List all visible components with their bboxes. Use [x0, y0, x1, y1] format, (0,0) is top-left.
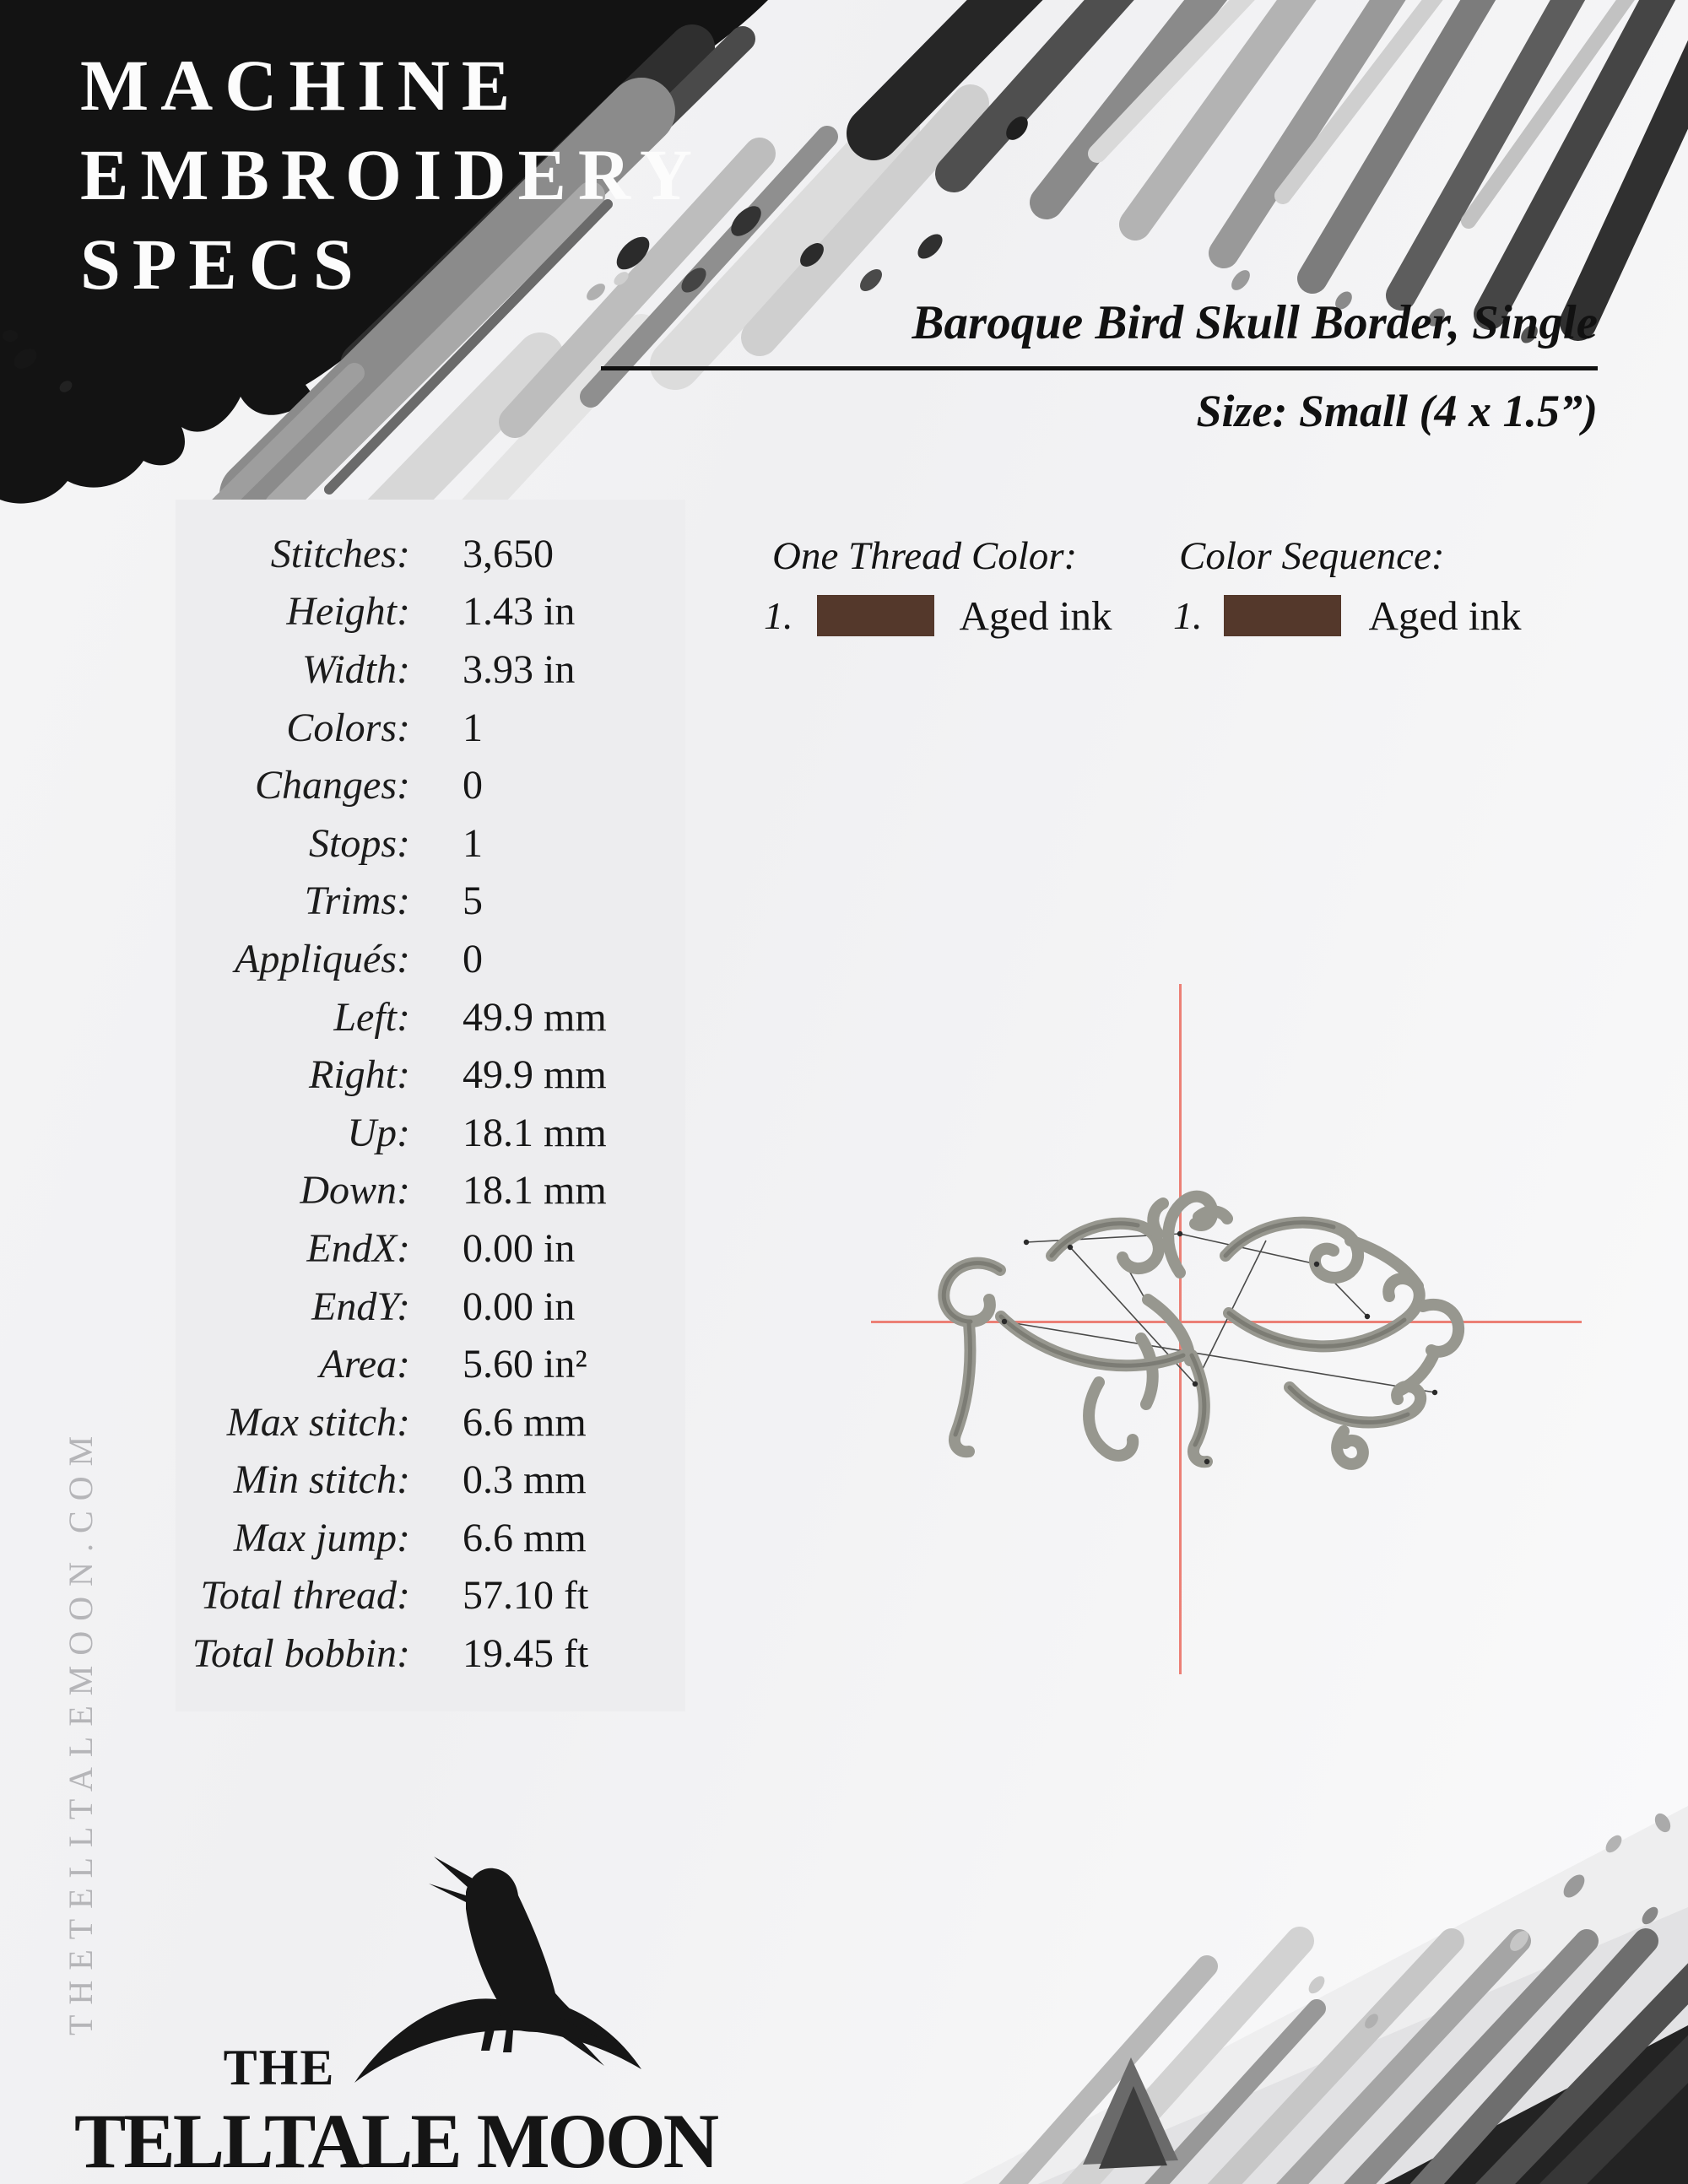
design-title: Baroque Bird Skull Border, Single [912, 296, 1598, 349]
spec-label: Total bobbin: [192, 1631, 410, 1677]
spec-value: 18.1 mm [463, 1110, 607, 1155]
spec-row: EndX: 0.00 in [176, 1219, 685, 1278]
spec-label: Left: [333, 994, 410, 1040]
spec-row: Stops: 1 [176, 814, 685, 873]
spec-label: EndX: [306, 1225, 410, 1271]
spec-value: 3.93 in [463, 646, 576, 692]
specs-panel: Stitches: 3,650 Height: 1.43 in Width: 3.93… [176, 500, 685, 1711]
stitch-swirls-core [941, 1220, 1410, 1447]
spec-row: Right: 49.9 mm [176, 1046, 685, 1104]
spec-row: Width: 3.93 in [176, 641, 685, 699]
brand-line-2: EMBROIDERY [80, 134, 705, 215]
spec-row: Colors: 1 [176, 699, 685, 757]
size-label: Size: Small (4 x 1.5”) [1196, 386, 1598, 436]
spec-label: Trims: [304, 878, 410, 924]
specs-rows: Stitches: 3,650 Height: 1.43 in Width: 3.93… [176, 525, 685, 1683]
thread-color-item: 1. Aged ink [764, 591, 1112, 640]
spec-row: Height: 1.43 in [176, 583, 685, 641]
spec-value: 49.9 mm [463, 994, 607, 1040]
spec-value: 1.43 in [463, 589, 576, 635]
title-divider [601, 366, 1598, 370]
spec-label: Up: [347, 1110, 410, 1155]
spec-row: EndY: 0.00 in [176, 1278, 685, 1336]
spec-label: Height: [286, 589, 410, 635]
spec-value: 19.45 ft [463, 1631, 589, 1677]
spec-value: 6.6 mm [463, 1515, 587, 1560]
thread-item-index: 1. [764, 593, 793, 637]
spec-value: 1 [463, 705, 483, 750]
spec-row: Min stitch: 0.3 mm [176, 1451, 685, 1510]
spec-label: Colors: [286, 705, 410, 750]
spec-value: 49.9 mm [463, 1052, 607, 1098]
spec-label: Stitches: [270, 531, 410, 576]
spec-label: Total thread: [200, 1573, 410, 1619]
spec-value: 1 [463, 820, 483, 866]
spec-value: 5 [463, 878, 483, 924]
spec-row: Appliqués: 0 [176, 930, 685, 988]
spec-value: 3,650 [463, 531, 554, 576]
thread-color-swatch [816, 594, 934, 636]
embroidery-design-preview [938, 1190, 1465, 1470]
spec-label: Width: [302, 646, 410, 692]
one-thread-color-header: One Thread Color: [772, 534, 1078, 578]
spec-value: 0 [463, 763, 483, 808]
thread-color-swatch [1223, 594, 1341, 636]
spec-value: 57.10 ft [463, 1573, 589, 1619]
spec-row: Max jump: 6.6 mm [176, 1509, 685, 1567]
spec-label: Down: [300, 1168, 410, 1214]
spec-value: 0.00 in [463, 1284, 576, 1329]
color-sequence-header: Color Sequence: [1179, 534, 1445, 578]
spec-row: Trims: 5 [176, 873, 685, 931]
spec-row: Max stitch: 6.6 mm [176, 1393, 685, 1451]
spec-value: 0.3 mm [463, 1457, 587, 1503]
jump-stitch-lines [1004, 1233, 1436, 1393]
brush-artwork-bottom-right [962, 1806, 1688, 2184]
spec-row: Left: 49.9 mm [176, 988, 685, 1046]
spec-row: Total bobbin: 19.45 ft [176, 1624, 685, 1683]
spec-label: Appliqués: [235, 936, 410, 981]
crow-moon-logo-icon [354, 1857, 641, 2083]
logo-text-the: THE [223, 2040, 336, 2095]
brand-line-1: MACHINE [80, 45, 522, 126]
spec-label: Max stitch: [226, 1399, 410, 1445]
spec-label: Area: [319, 1342, 410, 1387]
spec-label: Changes: [255, 763, 410, 808]
spec-value: 6.6 mm [463, 1399, 587, 1445]
spec-label: Right: [309, 1052, 410, 1098]
spec-label: Min stitch: [233, 1457, 410, 1503]
stitch-point-dots [1001, 1230, 1438, 1465]
spec-row: Down: 18.1 mm [176, 1162, 685, 1220]
thread-color-name: Aged ink [1368, 592, 1522, 639]
logo-text-telltale-moon: TELLTALE MOON [74, 2098, 719, 2184]
thread-item-index: 1. [1173, 593, 1203, 637]
spec-value: 0.00 in [463, 1225, 576, 1271]
spec-row: Stitches: 3,650 [176, 525, 685, 583]
thread-color-name: Aged ink [959, 592, 1112, 639]
spec-label: EndY: [311, 1284, 410, 1329]
spec-value: 0 [463, 936, 483, 981]
spec-value: 18.1 mm [463, 1168, 607, 1214]
spec-row: Up: 18.1 mm [176, 1104, 685, 1162]
spec-label: Stops: [309, 820, 410, 866]
spec-value: 5.60 in² [463, 1342, 587, 1387]
color-sequence-item: 1. Aged ink [1173, 591, 1522, 640]
spec-row: Area: 5.60 in² [176, 1335, 685, 1393]
spec-row: Changes: 0 [176, 756, 685, 814]
spec-row: Total thread: 57.10 ft [176, 1567, 685, 1625]
brand-line-3: SPECS [80, 224, 365, 305]
website-url-vertical: THETELLTALEMOON.COM [62, 1425, 100, 2035]
spec-label: Max jump: [233, 1515, 410, 1560]
